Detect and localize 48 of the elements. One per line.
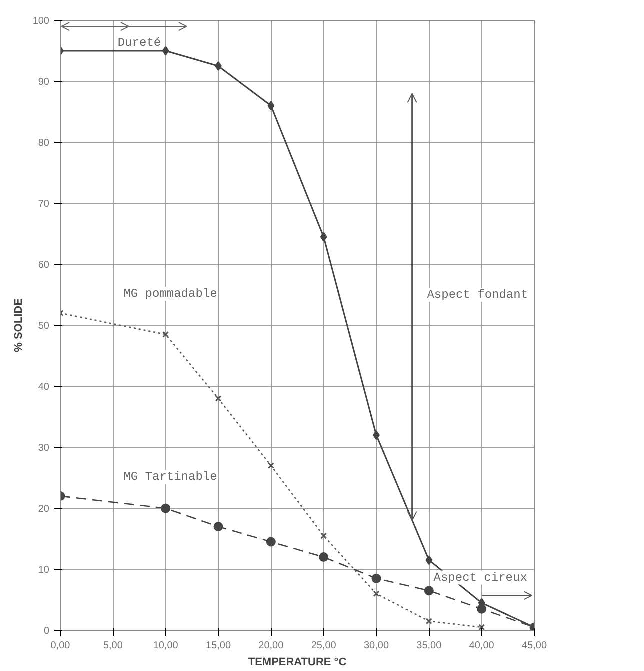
x-tick-label: 30,00	[364, 640, 390, 652]
point	[319, 552, 329, 562]
point	[268, 101, 275, 111]
y-tick-label: 90	[38, 77, 50, 88]
x-axis-title: TEMPERATURE °C	[248, 656, 347, 668]
point	[478, 624, 486, 630]
x-tick-label: 15,00	[206, 640, 232, 652]
x-tick-label: 40,00	[469, 640, 495, 652]
point	[424, 586, 434, 596]
x-tick-label: 25,00	[311, 640, 337, 652]
y-tick-label: 80	[38, 138, 50, 149]
point	[215, 62, 222, 71]
point	[373, 590, 380, 598]
point	[372, 574, 382, 584]
x-tick-label: 0,00	[50, 640, 71, 652]
y-tick-label: 30	[38, 443, 50, 454]
y-tick-label: 0	[44, 626, 50, 637]
y-tick-label: 100	[32, 16, 50, 27]
y-tick-label: 40	[38, 382, 50, 393]
point	[373, 430, 380, 440]
y-tick-label: 20	[38, 504, 50, 515]
y-tick-label: 50	[38, 321, 50, 332]
y-axis-title: % SOLIDE	[12, 298, 25, 352]
point	[215, 395, 222, 402]
text: MG pommadable	[124, 287, 218, 302]
x-tick-label: 35,00	[416, 640, 442, 652]
point	[426, 618, 432, 625]
y-tick-label: 60	[38, 260, 50, 271]
x-tick-label: 45,00	[522, 640, 548, 652]
series-label: MG Tartinable	[124, 470, 218, 484]
point	[268, 462, 274, 470]
y-tick-label: 10	[38, 565, 50, 576]
y-tick-label: 70	[38, 199, 50, 210]
x-tick-label: 5,00	[103, 640, 124, 652]
point	[214, 522, 224, 532]
point	[320, 532, 328, 540]
point	[266, 537, 276, 547]
point	[162, 331, 170, 338]
x-tick-label: 20,00	[258, 640, 284, 652]
point	[426, 556, 433, 566]
point	[161, 504, 171, 514]
annotation: Dureté	[118, 36, 162, 50]
annotation: Aspect fondant	[427, 288, 528, 302]
annotation: Aspect cireux	[434, 570, 528, 585]
point	[477, 604, 487, 614]
x-tick-label: 10,00	[153, 640, 179, 652]
point	[162, 46, 170, 56]
point	[320, 232, 328, 242]
